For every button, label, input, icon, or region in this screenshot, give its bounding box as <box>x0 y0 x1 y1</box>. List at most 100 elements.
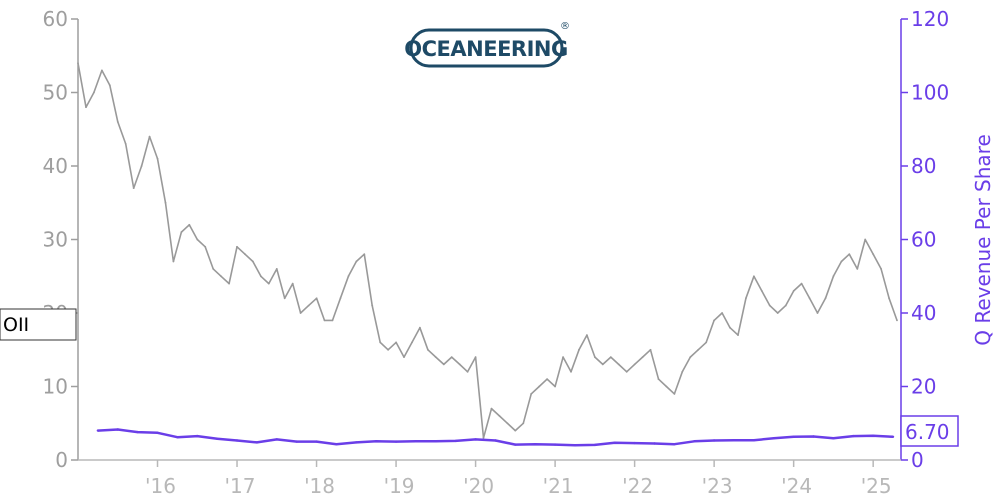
price-point <box>474 356 477 358</box>
price-point <box>745 297 747 300</box>
price-point <box>768 304 771 307</box>
price-point <box>729 326 731 329</box>
revenue-point <box>335 443 338 446</box>
price-point <box>840 260 843 263</box>
registered-mark: ® <box>560 21 570 32</box>
price-point <box>530 393 533 395</box>
price-point <box>586 334 588 336</box>
revenue-point <box>255 441 259 444</box>
revenue-point <box>394 440 398 443</box>
price-point <box>307 304 310 307</box>
price-point <box>880 268 882 270</box>
price-point <box>434 356 437 358</box>
price-point <box>721 312 723 314</box>
price-point <box>538 385 541 388</box>
right-axis-tick-label: 60 <box>911 228 936 252</box>
price-point <box>395 341 397 344</box>
price-point <box>888 297 890 300</box>
price-point <box>872 253 875 256</box>
price-point <box>800 282 803 285</box>
revenue-point <box>235 439 239 442</box>
revenue-point <box>514 443 517 446</box>
price-point <box>387 348 389 351</box>
price-point <box>458 363 461 366</box>
revenue-point <box>812 435 815 438</box>
revenue-point <box>872 434 875 437</box>
revenue-point <box>176 436 179 439</box>
x-axis-tick-label: '22 <box>622 474 653 498</box>
price-point <box>753 275 755 278</box>
price-point <box>188 223 191 226</box>
price-point <box>609 356 612 358</box>
price-point <box>816 312 819 314</box>
right-axis-tick-label: 80 <box>911 154 936 178</box>
price-point <box>760 290 763 292</box>
price-point <box>156 157 159 160</box>
ticker-label: OII <box>0 308 77 341</box>
price-point <box>506 422 509 425</box>
price-point <box>323 319 326 322</box>
price-point <box>681 370 684 373</box>
revenue-point <box>136 430 139 434</box>
price-point <box>116 121 119 123</box>
price-point <box>514 429 517 432</box>
price-point <box>570 370 572 373</box>
price-point <box>363 253 366 256</box>
x-axis-tick-label: '25 <box>861 474 892 498</box>
price-point <box>172 260 175 263</box>
price-point <box>283 297 286 300</box>
revenue-point <box>534 443 537 446</box>
price-point <box>442 363 445 366</box>
price-point <box>689 356 692 358</box>
price-point <box>856 268 859 270</box>
price-point <box>267 282 270 285</box>
revenue-point <box>633 441 636 445</box>
price-point <box>244 253 246 256</box>
price-point <box>339 297 342 300</box>
revenue-point <box>315 440 318 443</box>
price-point <box>419 326 421 329</box>
revenue-point <box>693 440 696 443</box>
price-point <box>705 341 708 344</box>
right-axis-tick-label: 40 <box>911 301 936 325</box>
revenue-point <box>732 439 736 442</box>
price-point <box>864 238 867 241</box>
left-axis-tick-label: 10 <box>43 375 68 399</box>
price-point <box>832 275 835 278</box>
price-point <box>355 260 358 263</box>
price-point <box>450 356 453 358</box>
price-point <box>482 437 485 439</box>
company-logo-text: OCEANEERING <box>404 37 567 61</box>
price-point <box>625 370 628 373</box>
price-point <box>649 348 652 351</box>
price-point <box>784 304 787 307</box>
left-axis-tick-label: 0 <box>55 448 68 472</box>
x-axis-tick-label: '16 <box>145 474 176 498</box>
x-axis-tick-label: '20 <box>463 474 494 498</box>
revenue-point <box>792 435 795 438</box>
price-point <box>164 201 167 204</box>
price-point <box>776 312 779 314</box>
price-point <box>673 393 676 395</box>
revenue-point <box>196 434 199 438</box>
price-point <box>291 282 294 285</box>
revenue-point <box>275 438 278 441</box>
price-point <box>617 363 620 366</box>
price-point <box>490 407 493 410</box>
right-axis-tick-label: 0 <box>911 448 924 472</box>
price-point <box>148 135 151 138</box>
revenue-point <box>752 439 756 442</box>
price-point <box>665 385 668 388</box>
x-axis-tick-label: '21 <box>543 474 574 498</box>
revenue-point <box>434 440 437 443</box>
revenue-point <box>216 437 219 440</box>
revenue-point <box>295 440 298 443</box>
price-point <box>228 282 231 285</box>
price-point <box>713 319 715 322</box>
left-axis-tick-label: 30 <box>43 228 68 252</box>
price-point <box>371 304 374 307</box>
revenue-point <box>712 439 716 442</box>
revenue-point <box>891 435 895 438</box>
x-axis-tick-label: '17 <box>225 474 256 498</box>
price-point <box>824 297 827 300</box>
